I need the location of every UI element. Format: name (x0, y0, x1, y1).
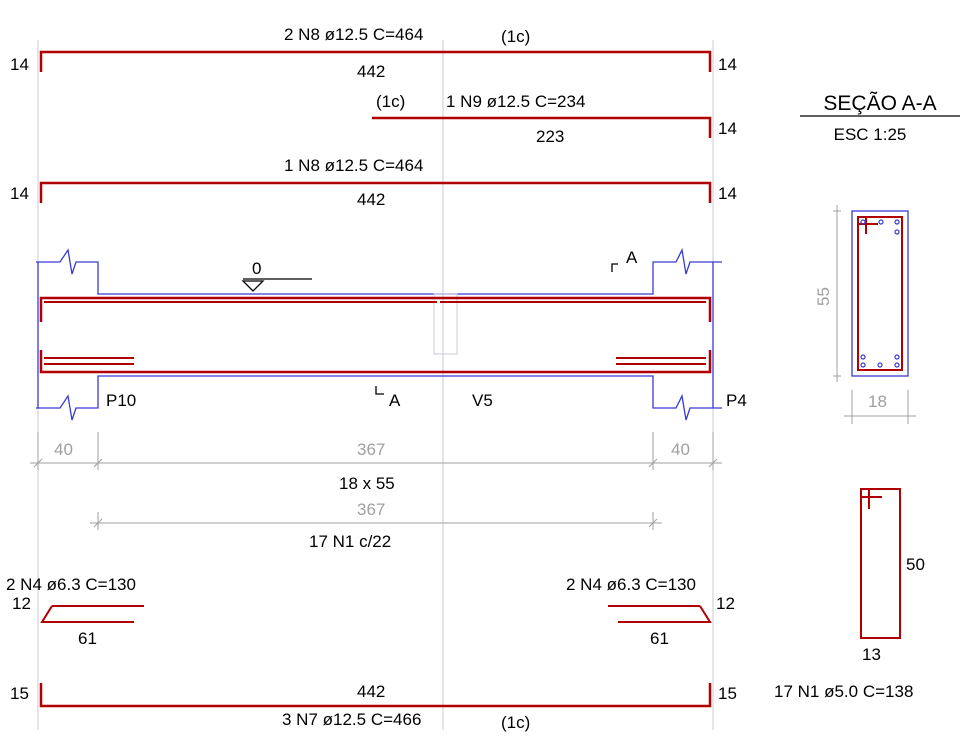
section-top-bars (860, 219, 900, 235)
section-mark-right-icon (611, 263, 618, 272)
section-mark-right-label: A (626, 248, 638, 267)
top-bar-2-layer: (1c) (376, 92, 405, 111)
section-bottom-bars (860, 354, 900, 368)
left-n4-shape (40, 605, 134, 623)
stirrup-dim-slash-2 (648, 518, 658, 528)
left-n4-bar: 2 N4 ø6.3 C=130 12 61 (6, 575, 144, 648)
stirrup-label: 17 N1 ø5.0 C=138 (774, 682, 913, 701)
beam-name: V5 (472, 391, 493, 410)
top-bar-2: (1c) 1 N9 ø12.5 C=234 223 14 (372, 92, 737, 146)
dim-slash-3 (648, 458, 658, 468)
section-bar (878, 219, 884, 225)
stirrup-detail: 50 13 17 N1 ø5.0 C=138 (774, 488, 925, 701)
bottom-bar-label: 3 N7 ø12.5 C=466 (282, 710, 421, 729)
section-stirrup (857, 216, 903, 371)
bottom-bar-layer: (1c) (501, 713, 530, 732)
section-bar (894, 229, 900, 235)
top-bar-2-label: 1 N9 ø12.5 C=234 (446, 92, 585, 111)
section-scale: ESC 1:25 (834, 125, 907, 144)
section-bar (860, 354, 866, 360)
right-n4-label: 2 N4 ø6.3 C=130 (566, 575, 696, 594)
dim-left-support: 40 (54, 440, 73, 459)
stirrup-span-dim: 367 (357, 500, 385, 519)
bottom-bar-length: 442 (357, 682, 385, 701)
section-title: SEÇÃO A-A (823, 91, 936, 115)
dim-span: 367 (357, 440, 385, 459)
beam-bottom-outline (36, 375, 722, 421)
left-n4-hook: 12 (12, 594, 31, 613)
right-n4-bar: 2 N4 ø6.3 C=130 12 61 (566, 575, 735, 648)
beam-center-mark (433, 293, 458, 355)
top-bar-3-hook-right: 14 (718, 184, 737, 203)
top-bar-1-hook-left: 14 (10, 55, 29, 74)
section-mark-left-icon (375, 386, 384, 395)
right-n4-hook: 12 (716, 594, 735, 613)
stirrup-dim-slash-1 (93, 518, 103, 528)
beam-elevation: 0 A A P10 P4 V5 (36, 247, 747, 421)
dim-slash-1 (33, 458, 43, 468)
section-bar (877, 362, 883, 368)
axis-lines (37, 40, 714, 730)
bottom-bar-hook-right: 15 (718, 684, 737, 703)
dim-slash-2 (93, 458, 103, 468)
right-n4-shape (618, 605, 712, 623)
top-bar-2-hook-right: 14 (718, 119, 737, 138)
support-left-name: P10 (106, 391, 136, 410)
support-right-name: P4 (726, 391, 747, 410)
top-bar-1-shape (39, 50, 712, 72)
section-a-a: SEÇÃO A-A ESC 1:25 55 18 (800, 91, 960, 424)
elevation-top-bar-1 (39, 296, 712, 322)
top-bar-3-shape (39, 181, 712, 203)
top-bar-3-label: 1 N8 ø12.5 C=464 (284, 156, 423, 175)
bottom-bar-shape (39, 683, 712, 708)
stirrup-shape (860, 488, 901, 639)
left-n4-label: 2 N4 ø6.3 C=130 (6, 575, 136, 594)
stirrup-spacing-label: 17 N1 c/22 (309, 532, 391, 551)
top-bar-3-hook-left: 14 (10, 184, 29, 203)
bottom-bar-hook-left: 15 (10, 684, 29, 703)
beam-size-label: 18 x 55 (339, 474, 395, 493)
stirrup-height: 50 (906, 555, 925, 574)
level-value: 0 (252, 259, 261, 278)
section-bar (860, 362, 866, 368)
section-bar (894, 354, 900, 360)
dim-right-support: 40 (671, 440, 690, 459)
right-n4-length: 61 (650, 629, 669, 648)
section-mark-left-label: A (389, 391, 401, 410)
dimension-lines: 40 367 40 18 x 55 367 17 N1 c/22 (30, 432, 722, 551)
top-bar-1: 2 N8 ø12.5 C=464 (1c) 442 14 14 (10, 25, 737, 81)
top-bar-3: 1 N8 ø12.5 C=464 442 14 14 (10, 156, 737, 209)
top-bar-1-hook-right: 14 (718, 55, 737, 74)
stirrup-width: 13 (862, 645, 881, 664)
elevation-bottom-bar (39, 350, 712, 374)
section-bar (894, 362, 900, 368)
top-bar-2-length: 223 (536, 127, 564, 146)
top-bar-1-label: 2 N8 ø12.5 C=464 (284, 25, 423, 44)
dim-slash-4 (708, 458, 718, 468)
section-bar (894, 219, 900, 225)
bottom-bar: 442 15 15 3 N7 ø12.5 C=466 (1c) (10, 682, 737, 732)
top-bar-2-shape (372, 116, 712, 138)
top-bar-1-length: 442 (357, 62, 385, 81)
top-bar-1-layer: (1c) (501, 27, 530, 46)
section-concrete-outline (851, 210, 909, 377)
section-bar (860, 219, 866, 225)
beam-top-outline (36, 247, 722, 295)
level-triangle-icon (241, 280, 265, 292)
left-n4-length: 61 (78, 629, 97, 648)
top-bar-3-length: 442 (357, 190, 385, 209)
level-marker: 0 (241, 259, 312, 292)
section-width-label: 18 (868, 392, 887, 411)
section-height-label: 55 (814, 287, 833, 306)
